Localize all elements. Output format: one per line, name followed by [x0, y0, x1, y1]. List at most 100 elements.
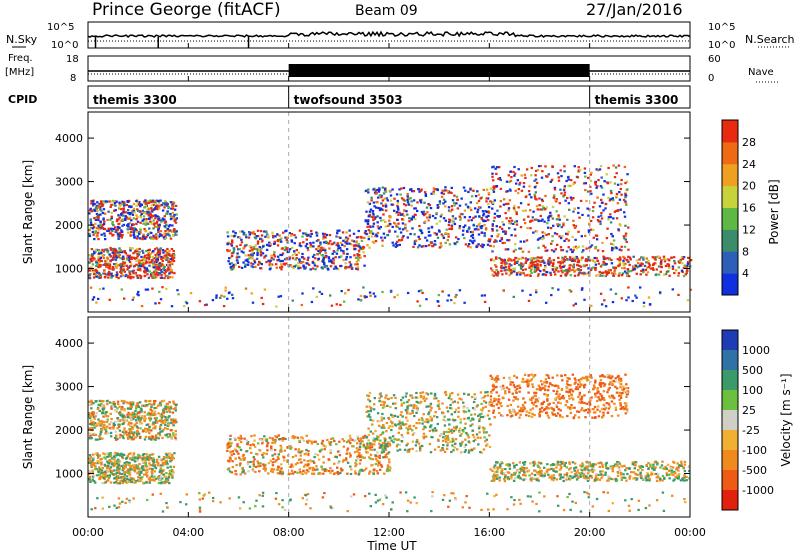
heatmap-cell: [250, 292, 253, 295]
heatmap-cell: [547, 219, 550, 222]
heatmap-cell: [138, 422, 141, 425]
heatmap-cell: [160, 204, 163, 207]
heatmap-cell: [98, 409, 101, 412]
heatmap-cell: [539, 270, 542, 273]
heatmap-cell: [517, 188, 520, 191]
heatmap-cell: [169, 261, 172, 264]
heatmap-cell: [530, 259, 533, 262]
heatmap-cell: [92, 453, 95, 456]
heatmap-cell: [674, 269, 678, 272]
heatmap-cell: [143, 415, 146, 418]
heatmap-cell: [115, 438, 118, 441]
heatmap-cell: [244, 287, 248, 290]
heatmap-cell: [412, 190, 416, 193]
heatmap-cell: [316, 253, 319, 256]
heatmap-cell: [150, 261, 153, 264]
heatmap-cell: [410, 204, 413, 207]
heatmap-cell: [143, 411, 146, 414]
heatmap-cell: [284, 437, 287, 441]
heatmap-cell: [167, 416, 170, 419]
heatmap-cell: [127, 452, 131, 456]
heatmap-cell: [230, 471, 234, 474]
heatmap-cell: [169, 266, 172, 269]
heatmap-cell: [256, 240, 260, 243]
heatmap-cell: [477, 199, 481, 202]
heatmap-cell: [291, 299, 294, 302]
heatmap-cell: [396, 210, 399, 214]
heatmap-cell: [136, 467, 140, 470]
heatmap-cell: [171, 455, 174, 458]
heatmap-cell: [607, 269, 610, 272]
heatmap-cell: [243, 437, 246, 440]
heatmap-cell: [154, 253, 157, 256]
heatmap-cell: [577, 206, 580, 210]
heatmap-cell: [153, 260, 157, 263]
heatmap-cell: [311, 469, 315, 472]
heatmap-cell: [94, 206, 98, 210]
heatmap-cell: [323, 263, 326, 266]
heatmap-cell: [264, 467, 267, 470]
heatmap-cell: [581, 245, 585, 248]
heatmap-cell: [142, 215, 146, 218]
heatmap-cell: [441, 290, 444, 293]
heatmap-cell: [98, 477, 102, 480]
heatmap-cell: [303, 471, 307, 474]
heatmap-cell: [290, 265, 293, 268]
heatmap-cell: [88, 416, 92, 420]
heatmap-cell: [377, 206, 380, 210]
heatmap-cell: [150, 222, 153, 225]
heatmap-cell: [129, 471, 132, 474]
heatmap-cell: [357, 437, 360, 440]
heatmap-cell: [464, 224, 467, 227]
heatmap-cell: [573, 181, 576, 184]
heatmap-cell: [371, 210, 375, 213]
heatmap-cell: [133, 413, 136, 416]
heatmap-cell: [594, 183, 597, 186]
heatmap-cell: [137, 290, 140, 294]
heatmap-cell: [106, 418, 109, 421]
heatmap-cell: [101, 437, 104, 440]
heatmap-cell: [153, 413, 156, 416]
heatmap-cell: [500, 261, 503, 264]
heatmap-cell: [175, 233, 178, 236]
heatmap-cell: [315, 234, 319, 237]
heatmap-cell: [362, 443, 365, 446]
heatmap-cell: [98, 436, 102, 439]
heatmap-cell: [143, 211, 146, 214]
heatmap-cell: [438, 220, 442, 223]
heatmap-cell: [185, 302, 189, 305]
heatmap-cell: [289, 472, 292, 475]
heatmap-cell: [385, 456, 388, 459]
heatmap-cell: [572, 210, 575, 213]
heatmap-cell: [95, 261, 98, 264]
heatmap-cell: [162, 415, 165, 418]
heatmap-cell: [132, 203, 136, 206]
heatmap-cell: [117, 254, 120, 257]
heatmap-cell: [299, 454, 302, 457]
heatmap-cell: [141, 430, 145, 433]
heatmap-cell: [497, 272, 500, 275]
heatmap-cell: [103, 453, 107, 456]
heatmap-cell: [164, 270, 167, 273]
heatmap-cell: [162, 458, 165, 461]
heatmap-cell: [103, 232, 106, 235]
heatmap-cell: [344, 238, 347, 241]
heatmap-cell: [493, 187, 496, 190]
heatmap-cell: [167, 260, 170, 263]
heatmap-cell: [594, 181, 597, 184]
heatmap-cell: [135, 229, 138, 232]
heatmap-cell: [95, 301, 98, 304]
heatmap-cell: [169, 465, 172, 468]
heatmap-cell: [149, 408, 153, 411]
heatmap-cell: [581, 250, 584, 254]
heatmap-cell: [585, 259, 589, 263]
heatmap-cell: [450, 299, 453, 302]
heatmap-cell: [546, 222, 549, 225]
heatmap-cell: [463, 417, 466, 420]
heatmap-cell: [105, 400, 109, 403]
heatmap-cell: [121, 260, 125, 263]
heatmap-cell: [145, 404, 148, 407]
heatmap-cell: [386, 469, 389, 472]
heatmap-cell: [103, 234, 107, 237]
heatmap-cell: [373, 468, 376, 471]
